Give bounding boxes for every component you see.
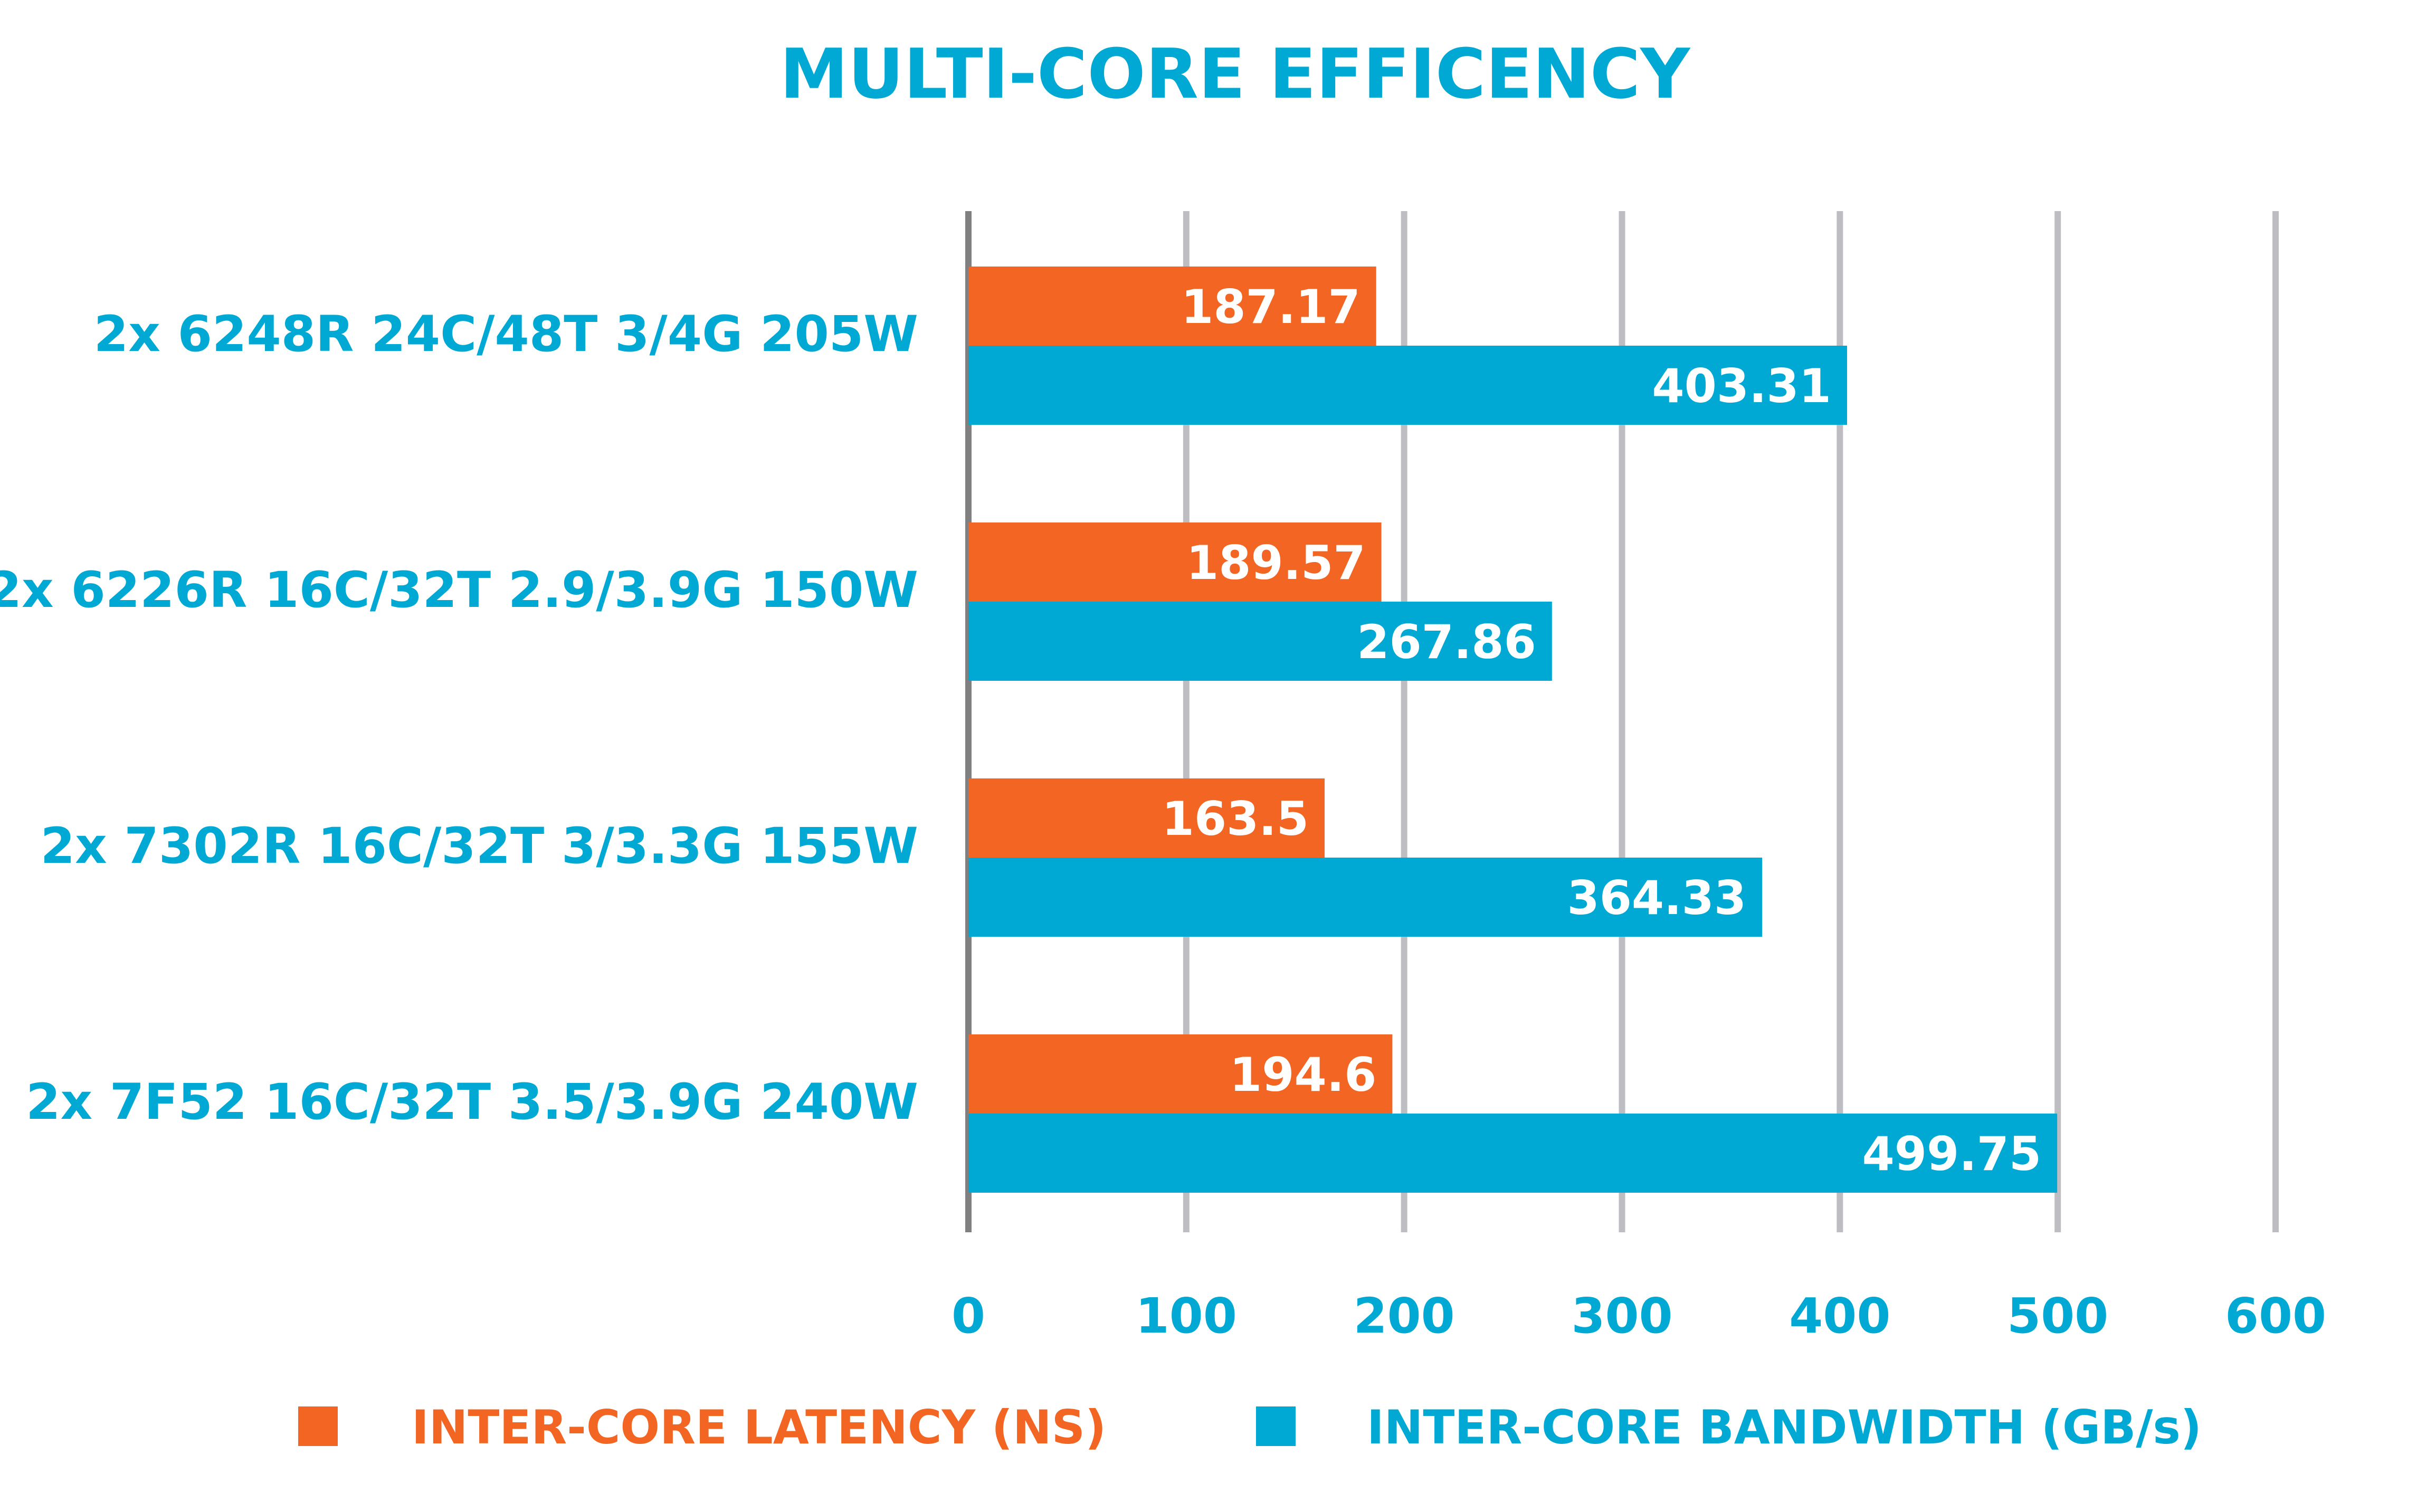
bar-bandwidth (968, 858, 1763, 937)
legend-label: INTER-CORE LATENCY (NS) (412, 1400, 1106, 1454)
x-tick-label: 600 (2225, 1288, 2326, 1344)
bar-value-label: 499.75 (1862, 1127, 2042, 1181)
bar-value-label: 187.17 (1181, 280, 1361, 334)
x-tick-label: 100 (1136, 1288, 1237, 1344)
category-label: 2x 6248R 24C/48T 3/4G 205W (94, 306, 918, 363)
bars: 187.17 403.31 189.57 267.86 163.5 364.33 194.6… (968, 267, 2058, 1193)
x-tick-labels: 0 100 200 300 400 500 600 (952, 1288, 2326, 1344)
category-label: 2x 7F52 16C/32T 3.5/3.9G 240W (26, 1073, 918, 1131)
x-tick-label: 500 (2007, 1288, 2108, 1344)
category-label: 2x 6226R 16C/32T 2.9/3.9G 150W (0, 562, 918, 619)
x-tick-label: 400 (1789, 1288, 1890, 1344)
bar-bandwidth (968, 602, 1552, 681)
x-tick-label: 0 (952, 1288, 985, 1344)
bar-value-label: 163.5 (1162, 792, 1309, 846)
legend-swatch (1256, 1406, 1296, 1446)
bar-value-label: 267.86 (1357, 615, 1536, 669)
x-tick-label: 200 (1354, 1288, 1455, 1344)
chart-title: MULTI-CORE EFFICENCY (780, 34, 1691, 114)
bar-bandwidth (968, 1114, 2058, 1193)
category-labels: 2x 6248R 24C/48T 3/4G 205W 2x 6226R 16C/3… (0, 306, 918, 1131)
bar-value-label: 364.33 (1567, 871, 1746, 925)
bar-latency (968, 1034, 1393, 1114)
bar-value-label: 189.57 (1186, 536, 1366, 590)
legend-swatch (298, 1406, 338, 1446)
category-label: 2x 7302R 16C/32T 3/3.3G 155W (41, 817, 918, 875)
bar-bandwidth (968, 346, 1847, 425)
bar-value-label: 194.6 (1230, 1048, 1376, 1102)
bar-latency (968, 522, 1382, 602)
legend: INTER-CORE LATENCY (NS) INTER-CORE BANDWI… (298, 1400, 2202, 1454)
bar-latency (968, 267, 1376, 346)
bar-latency (968, 778, 1325, 858)
x-tick-label: 300 (1571, 1288, 1672, 1344)
bar-value-label: 403.31 (1652, 359, 1831, 413)
legend-label: INTER-CORE BANDWIDTH (GB/s) (1367, 1400, 2202, 1454)
